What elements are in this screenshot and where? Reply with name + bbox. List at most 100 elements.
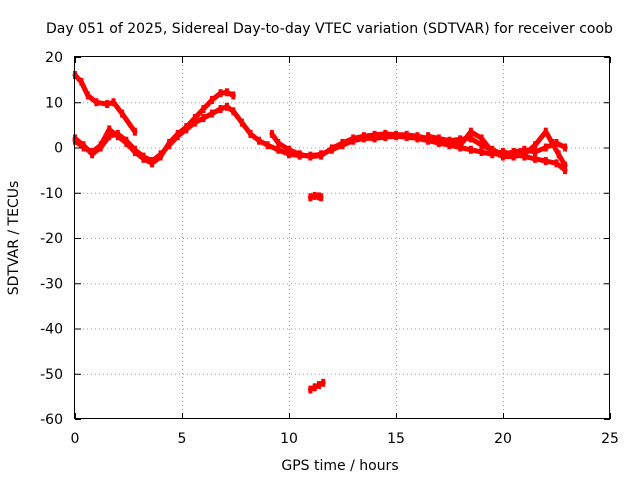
data-point [98,141,103,150]
data-point [85,91,90,100]
y-tick-label: 10 [45,95,63,111]
data-point [533,154,538,163]
data-point [543,127,548,136]
series-main-trace-2 [72,88,236,168]
x-tick-label: 20 [494,431,512,447]
data-point [321,378,326,387]
x-axis-label: GPS time / hours [281,458,398,474]
data-point [312,383,317,392]
data-point [111,98,116,107]
y-tick-label: -20 [40,231,63,247]
grid-lines [75,57,610,419]
data-point [501,150,505,159]
data-point [447,136,452,145]
data-point [120,109,125,118]
x-tick-label: 25 [601,431,619,447]
data-point [361,132,366,141]
data-point [479,141,484,150]
data-point [105,100,110,109]
data-point [468,127,473,136]
data-point [308,152,313,161]
data-point [340,138,345,147]
y-tick-labels: -60 -50 -40 -30 -20 -10 0 10 20 [40,50,63,428]
data-point [468,134,473,143]
data-point [426,132,431,141]
data-point [554,138,559,147]
data-point [372,130,377,139]
data-point [132,148,137,157]
data-point [458,135,463,144]
data-point [297,150,302,159]
data-point [132,127,137,136]
data-point [175,129,180,138]
data-point [522,145,527,154]
data-point [511,148,516,157]
data-point [563,166,568,175]
data-point [287,150,291,159]
x-tick-label: 0 [71,431,80,447]
y-tick-label: -50 [40,367,63,383]
data-point [479,134,484,143]
data-point [415,132,420,141]
x-tick-label: 5 [178,431,187,447]
plot-frame [74,56,610,419]
chart-title: Day 051 of 2025, Sidereal Day-to-day VTE… [46,21,613,37]
data-point [383,129,388,138]
data-point [490,145,495,154]
data-point [312,191,317,200]
data-point [308,385,313,394]
data-point [224,102,229,111]
data-point [124,138,129,147]
x-tick-label: 15 [387,431,405,447]
data-point [141,154,146,163]
data-point [231,91,236,100]
data-point [468,145,473,154]
y-tick-label: 0 [54,141,63,157]
y-tick-label: 20 [45,50,63,66]
data-point [218,105,223,114]
data-point [269,129,274,138]
series-isolated-cluster-1 [307,191,324,202]
data-point [319,193,324,202]
data-point [115,132,120,141]
data-point [107,125,112,134]
data-point [511,152,516,161]
data-point [201,105,206,114]
y-tick-label: -30 [40,276,63,292]
data-point [79,77,84,86]
series-main-trace-4 [425,132,568,159]
data-point [94,98,99,107]
y-tick-label: -40 [40,322,63,338]
data-point [554,159,559,168]
series-layer [72,71,568,394]
data-point [209,109,214,118]
data-point [436,134,441,143]
data-point [533,141,538,150]
data-point [90,148,95,157]
data-point [224,88,229,97]
data-point [239,118,244,127]
data-point [276,138,281,147]
data-point [257,136,262,145]
data-point [563,161,568,170]
data-point [543,143,548,152]
data-point [351,134,356,143]
tick-marks [75,57,611,420]
data-point [201,114,206,123]
data-point [319,151,324,160]
data-point [316,192,321,201]
data-point [81,143,86,152]
data-point [533,148,538,157]
data-point [231,107,236,116]
y-tick-label: -10 [40,186,63,202]
data-point [167,138,172,147]
data-point [150,159,155,168]
series-upper-band [72,71,138,136]
data-point [192,114,197,123]
series-line [72,72,138,135]
data-point [265,141,270,150]
data-point [184,123,189,132]
data-point [543,157,548,166]
data-point [209,95,214,104]
data-point [218,89,223,98]
